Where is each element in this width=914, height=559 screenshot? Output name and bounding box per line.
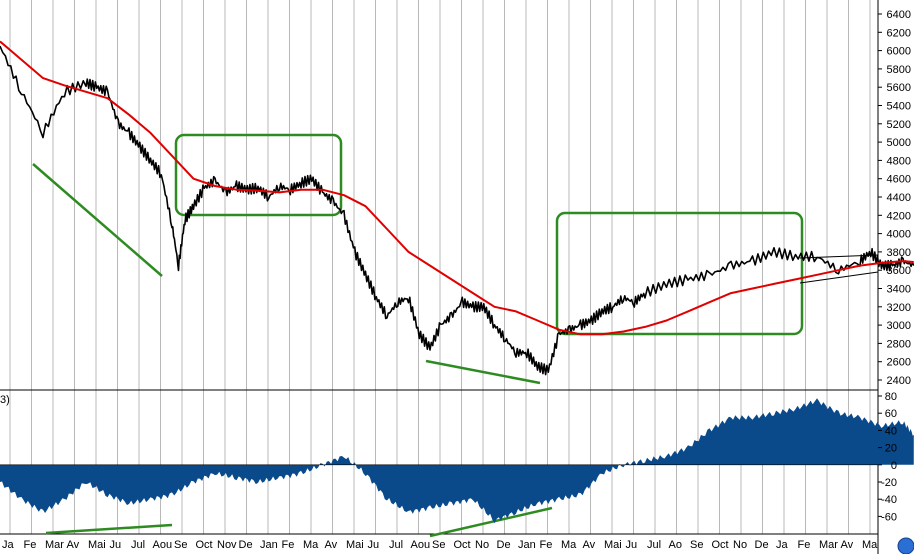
month-label: Fe xyxy=(798,539,811,551)
month-label: Oct xyxy=(454,539,471,551)
month-label: Fe xyxy=(540,539,553,551)
price-tick-label: 3200 xyxy=(887,302,911,314)
triangle-line xyxy=(799,271,879,284)
price-panel xyxy=(0,40,914,376)
month-label: Nov xyxy=(217,539,237,551)
month-label: Av xyxy=(583,539,596,551)
price-tick-label: 5400 xyxy=(887,101,911,113)
osc-tick-label: 80 xyxy=(885,391,897,403)
month-label: No xyxy=(733,539,747,551)
month-label: Mar xyxy=(819,539,838,551)
price-tick-label: 6400 xyxy=(887,9,911,21)
month-label: Oct xyxy=(712,539,729,551)
month-label: Av xyxy=(67,539,80,551)
month-label: Av xyxy=(841,539,854,551)
trend-line xyxy=(32,163,163,277)
month-label: Aou xyxy=(411,539,431,551)
osc-tick-label: -40 xyxy=(881,494,897,506)
osc-tick-label: 0 xyxy=(891,460,897,472)
price-tick-label: 4400 xyxy=(887,192,911,204)
month-label: Se xyxy=(690,539,703,551)
trend-line xyxy=(425,359,541,385)
price-tick-label: 3000 xyxy=(887,320,911,332)
month-label: Fe xyxy=(24,539,37,551)
month-label: Ma xyxy=(862,539,878,551)
month-label: Jul xyxy=(389,539,403,551)
price-tick-label: 5000 xyxy=(887,137,911,149)
globe-icon xyxy=(897,537,914,555)
month-label: Av xyxy=(325,539,338,551)
month-label: Jul xyxy=(131,539,145,551)
oscillator-axis: -60 -40 -20 0 20 40 60 80 xyxy=(878,391,897,523)
price-tick-label: 2400 xyxy=(887,375,911,387)
month-axis: Ja Fe Mar Av Mai Ju Jul Aou Se Oct Nov De Jan Fe Ma Av M… xyxy=(2,539,878,551)
osc-tick-label: 40 xyxy=(885,425,897,437)
month-label: De xyxy=(239,539,253,551)
annotation-box xyxy=(555,211,804,336)
month-label: Jul xyxy=(647,539,661,551)
oscillator-area xyxy=(0,398,914,524)
oscillator-label: 3) xyxy=(0,394,10,406)
price-tick-label: 4600 xyxy=(887,174,911,186)
price-tick-label: 4800 xyxy=(887,155,911,167)
month-label: De xyxy=(755,539,769,551)
price-series-line xyxy=(0,45,914,376)
month-label: Mar xyxy=(45,539,64,551)
trend-line xyxy=(45,523,173,535)
annotation-box xyxy=(174,133,343,217)
moving-average-line xyxy=(0,40,914,336)
annotations xyxy=(32,133,804,538)
price-tick-label: 2800 xyxy=(887,338,911,350)
osc-tick-label: 60 xyxy=(885,408,897,420)
month-label: Ao xyxy=(669,539,682,551)
month-label: Se xyxy=(432,539,445,551)
month-label: Oct xyxy=(196,539,213,551)
price-tick-label: 6000 xyxy=(887,46,911,58)
month-label: Aou xyxy=(153,539,173,551)
price-tick-label: 4000 xyxy=(887,229,911,241)
osc-tick-label: -20 xyxy=(881,477,897,489)
price-tick-label: 4200 xyxy=(887,210,911,222)
price-tick-label: 2600 xyxy=(887,357,911,369)
month-label: Ja xyxy=(2,539,15,551)
month-label: Se xyxy=(174,539,187,551)
price-tick-label: 3600 xyxy=(887,265,911,277)
oscillator-panel xyxy=(0,398,914,524)
price-tick-label: 3800 xyxy=(887,247,911,259)
osc-tick-label: 20 xyxy=(885,443,897,455)
price-tick-label: 5600 xyxy=(887,82,911,94)
triangle-line xyxy=(799,254,879,259)
month-label: Ju xyxy=(110,539,122,551)
month-label: De xyxy=(497,539,511,551)
price-axis: 2400 2600 2800 3000 3200 3400 3600 3800 4000 4200… xyxy=(878,9,911,387)
price-tick-label: 6200 xyxy=(887,27,911,39)
month-label: Ma xyxy=(303,539,319,551)
price-tick-label: 5800 xyxy=(887,64,911,76)
osc-tick-label: -60 xyxy=(881,511,897,523)
month-label: Jan xyxy=(260,539,278,551)
month-label: Mai xyxy=(346,539,364,551)
month-label: Ju xyxy=(368,539,380,551)
price-tick-label: 5200 xyxy=(887,119,911,131)
month-label: Fe xyxy=(282,539,295,551)
month-label: Ma xyxy=(561,539,577,551)
month-label: Ja xyxy=(776,539,789,551)
month-label: Ju xyxy=(626,539,638,551)
month-label: No xyxy=(475,539,489,551)
price-tick-label: 3400 xyxy=(887,284,911,296)
month-label: Mai xyxy=(604,539,622,551)
month-label: Jan xyxy=(518,539,536,551)
trend-line xyxy=(429,506,553,538)
month-label: Mai xyxy=(88,539,106,551)
